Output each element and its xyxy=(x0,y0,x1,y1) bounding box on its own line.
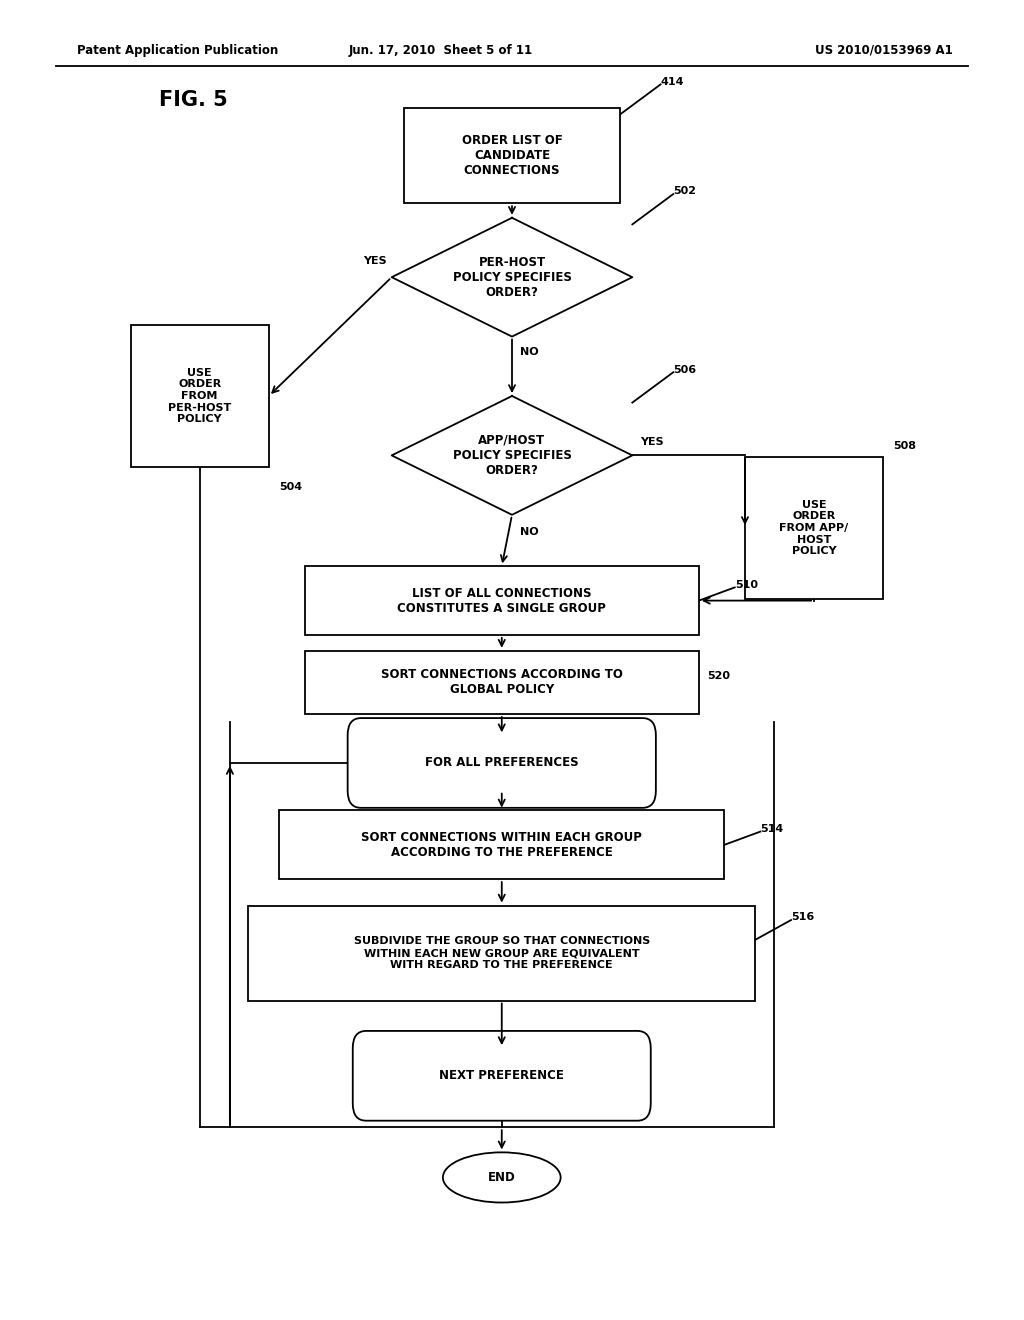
Text: LIST OF ALL CONNECTIONS
CONSTITUTES A SINGLE GROUP: LIST OF ALL CONNECTIONS CONSTITUTES A SI… xyxy=(397,586,606,615)
FancyBboxPatch shape xyxy=(347,718,656,808)
Text: 504: 504 xyxy=(279,482,302,492)
Text: Patent Application Publication: Patent Application Publication xyxy=(77,44,279,57)
Text: SUBDIVIDE THE GROUP SO THAT CONNECTIONS
WITHIN EACH NEW GROUP ARE EQUIVALENT
WIT: SUBDIVIDE THE GROUP SO THAT CONNECTIONS … xyxy=(353,936,650,970)
Text: Jun. 17, 2010  Sheet 5 of 11: Jun. 17, 2010 Sheet 5 of 11 xyxy=(348,44,532,57)
Polygon shape xyxy=(391,218,632,337)
Ellipse shape xyxy=(442,1152,561,1203)
FancyBboxPatch shape xyxy=(248,906,756,1001)
Text: SORT CONNECTIONS ACCORDING TO
GLOBAL POLICY: SORT CONNECTIONS ACCORDING TO GLOBAL POL… xyxy=(381,668,623,697)
Text: FOR ALL PREFERENCES: FOR ALL PREFERENCES xyxy=(425,756,579,770)
Text: 520: 520 xyxy=(707,671,730,681)
Text: US 2010/0153969 A1: US 2010/0153969 A1 xyxy=(814,44,952,57)
Text: PER-HOST
POLICY SPECIFIES
ORDER?: PER-HOST POLICY SPECIFIES ORDER? xyxy=(453,256,571,298)
Text: USE
ORDER
FROM
PER-HOST
POLICY: USE ORDER FROM PER-HOST POLICY xyxy=(168,368,231,424)
FancyBboxPatch shape xyxy=(305,651,698,714)
Text: 414: 414 xyxy=(660,77,684,87)
Text: 510: 510 xyxy=(735,579,758,590)
Text: 502: 502 xyxy=(674,186,696,197)
Text: FIG. 5: FIG. 5 xyxy=(159,90,227,111)
Text: END: END xyxy=(487,1171,516,1184)
Text: 508: 508 xyxy=(893,441,916,451)
FancyBboxPatch shape xyxy=(352,1031,651,1121)
Text: 514: 514 xyxy=(760,824,783,834)
Text: ORDER LIST OF
CANDIDATE
CONNECTIONS: ORDER LIST OF CANDIDATE CONNECTIONS xyxy=(462,135,562,177)
Text: NO: NO xyxy=(520,347,539,358)
FancyBboxPatch shape xyxy=(131,325,268,467)
Text: NO: NO xyxy=(520,527,539,537)
FancyBboxPatch shape xyxy=(745,457,883,599)
FancyBboxPatch shape xyxy=(404,108,620,203)
Text: YES: YES xyxy=(641,437,665,447)
Text: NEXT PREFERENCE: NEXT PREFERENCE xyxy=(439,1069,564,1082)
Text: 516: 516 xyxy=(792,912,814,923)
Text: APP/HOST
POLICY SPECIFIES
ORDER?: APP/HOST POLICY SPECIFIES ORDER? xyxy=(453,434,571,477)
Text: SORT CONNECTIONS WITHIN EACH GROUP
ACCORDING TO THE PREFERENCE: SORT CONNECTIONS WITHIN EACH GROUP ACCOR… xyxy=(361,830,642,859)
Text: YES: YES xyxy=(362,256,387,267)
Polygon shape xyxy=(391,396,632,515)
Text: 506: 506 xyxy=(674,364,696,375)
Text: USE
ORDER
FROM APP/
HOST
POLICY: USE ORDER FROM APP/ HOST POLICY xyxy=(779,500,849,556)
FancyBboxPatch shape xyxy=(305,566,698,635)
FancyBboxPatch shape xyxy=(279,810,725,879)
